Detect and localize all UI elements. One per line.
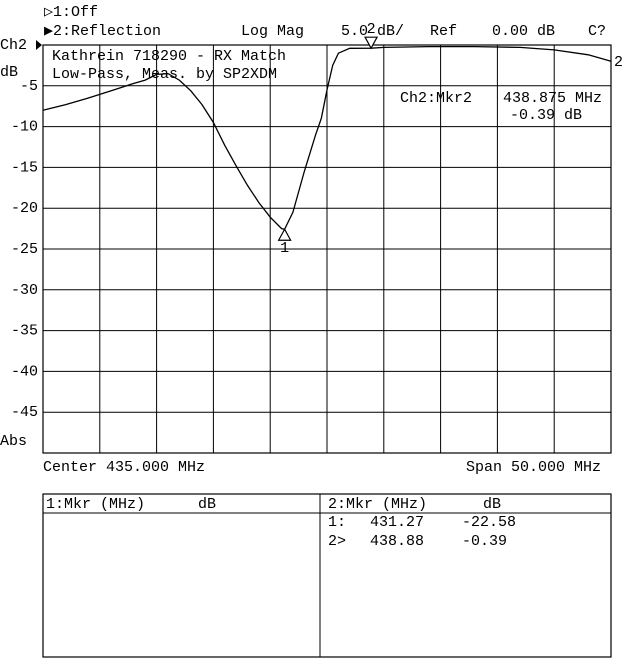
format: Log Mag (241, 23, 304, 40)
channel-2-status: ▶2:Reflection (44, 23, 161, 40)
marker-label: 2 (367, 21, 376, 38)
table-cell: 2> (328, 533, 346, 550)
ref-label: Ref (430, 23, 457, 40)
y-tick-label: -25 (11, 241, 38, 258)
mode-label: Abs (0, 433, 27, 450)
readout-name: Ch2:Mkr2 (400, 90, 472, 107)
y-tick-label: -15 (11, 159, 38, 176)
table-cell: 1: (328, 514, 346, 531)
y-tick-label: -40 (11, 363, 38, 380)
y-tick-label: -45 (11, 404, 38, 421)
table-header: dB (483, 496, 501, 513)
y-tick-label: -20 (11, 200, 38, 217)
cal-status: C? (588, 23, 606, 40)
y-tick-label: -35 (11, 323, 38, 340)
table-cell: 431.27 (370, 514, 424, 531)
y-tick-label: -10 (11, 119, 38, 136)
ref-pointer (36, 40, 42, 50)
marker-label: 1 (280, 240, 289, 257)
channel-1-status: ▷1:Off (44, 4, 98, 21)
marker (277, 228, 292, 241)
table-header: 1:Mkr (MHz) (46, 496, 145, 513)
table-cell: -0.39 (462, 533, 507, 550)
y-tick-label: -5 (20, 78, 38, 95)
trace-label: 2 (614, 54, 623, 71)
table-header: dB (198, 496, 216, 513)
scale: 5.0 dB/ (341, 23, 404, 40)
center-freq: Center 435.000 MHz (43, 459, 205, 476)
ref-value: 0.00 dB (492, 23, 555, 40)
chart-title: Kathrein 718290 - RX Match (52, 48, 286, 65)
marker (364, 36, 379, 50)
readout-freq: 438.875 MHz (503, 90, 602, 107)
y-tick-label: -30 (11, 282, 38, 299)
table-header: 2:Mkr (MHz) (328, 496, 427, 513)
readout-value: -0.39 dB (510, 107, 582, 124)
span: Span 50.000 MHz (466, 459, 601, 476)
unit-label: dB (0, 64, 18, 81)
table-cell: 438.88 (370, 533, 424, 550)
table-cell: -22.58 (462, 514, 516, 531)
marker-table-frame (42, 493, 612, 658)
trace (42, 45, 612, 231)
channel-label: Ch2 (0, 37, 27, 54)
